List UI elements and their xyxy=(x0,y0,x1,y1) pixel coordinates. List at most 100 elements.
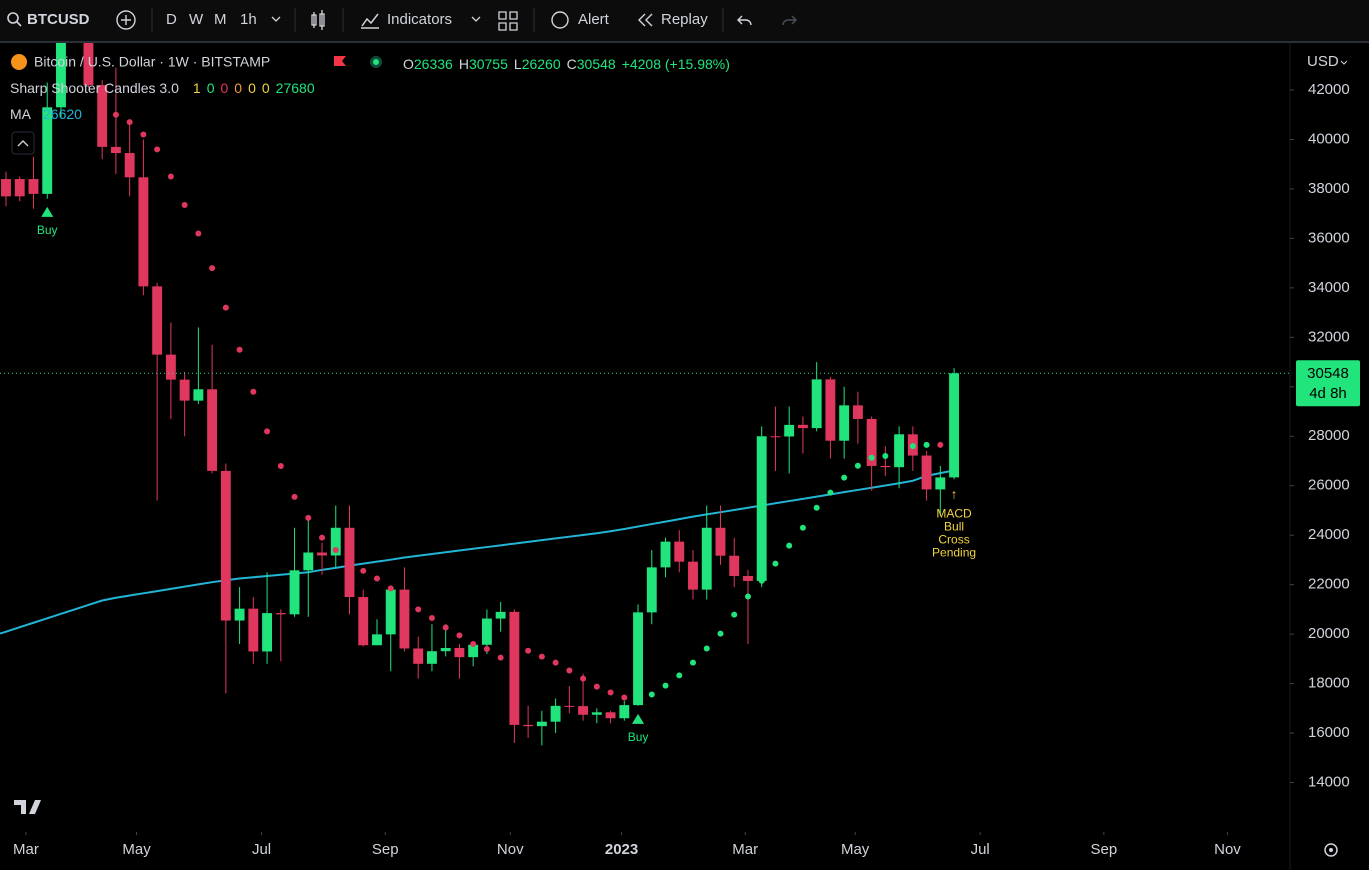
candle-body xyxy=(811,379,822,429)
candle-body xyxy=(179,379,190,401)
candle-body xyxy=(564,705,575,707)
stop-dot xyxy=(373,575,380,582)
candle-body xyxy=(110,146,121,154)
stop-dot xyxy=(319,534,326,541)
interval-button[interactable]: 1h xyxy=(240,11,257,28)
stop-dot xyxy=(909,443,916,450)
indicators-button[interactable]: Indicators xyxy=(387,11,452,28)
replay-button[interactable]: Replay xyxy=(661,11,708,28)
indicator-value: 0 xyxy=(207,80,215,96)
stop-dot xyxy=(854,462,861,469)
candle-body xyxy=(138,177,149,287)
legend: Bitcoin / U.S. Dollar · 1W · BITSTAMP O2… xyxy=(10,54,730,155)
templates-button[interactable] xyxy=(498,11,518,31)
bitcoin-icon xyxy=(11,54,27,70)
annotation-text: Cross xyxy=(938,532,969,546)
candle-body xyxy=(688,561,698,590)
candle-body xyxy=(42,107,53,194)
x-tick-label: Jul xyxy=(252,841,271,858)
indicators-icon xyxy=(361,13,379,29)
candle-body xyxy=(880,465,891,468)
stop-dot xyxy=(415,606,422,613)
stop-dot xyxy=(525,647,532,654)
x-tick-label: Mar xyxy=(13,841,39,858)
ohlc: O26336 H30755 L26260 C30548 +4208 (+15.98%) xyxy=(403,56,730,72)
stop-dot xyxy=(346,556,353,563)
stop-dot xyxy=(456,632,463,639)
stop-dot xyxy=(332,547,339,554)
countdown: 4d 8h xyxy=(1309,385,1347,402)
candle-body xyxy=(509,611,520,725)
collapse-icon xyxy=(17,140,29,147)
price-tag-label: 30548 xyxy=(1307,365,1349,382)
x-tick-label: Sep xyxy=(372,841,399,858)
stop-dot xyxy=(209,265,216,272)
interval-button[interactable]: D xyxy=(166,11,177,28)
interval-menu[interactable] xyxy=(271,16,281,22)
stop-dot xyxy=(703,645,710,652)
flag-icon[interactable] xyxy=(334,56,346,66)
stop-dot xyxy=(222,304,229,311)
ohlc-value: 30755 xyxy=(469,56,508,72)
settings-button[interactable] xyxy=(1324,843,1338,857)
indicator-value: 0 xyxy=(248,80,256,96)
intervals: D W M 1h xyxy=(166,11,257,28)
ohlc-value: 26260 xyxy=(522,56,561,72)
currency[interactable]: USD xyxy=(1307,53,1339,70)
candle-body xyxy=(207,389,218,471)
stop-dot xyxy=(154,146,161,153)
buy-marker xyxy=(41,206,54,217)
compare-button[interactable] xyxy=(116,10,136,30)
candle-body xyxy=(372,634,382,646)
stop-dot xyxy=(99,109,106,116)
search-icon[interactable] xyxy=(7,12,19,24)
stop-dot xyxy=(827,489,834,496)
candle-body xyxy=(591,712,602,715)
undo-button[interactable] xyxy=(737,15,752,26)
stop-dot xyxy=(731,611,738,618)
indicator-value: 0 xyxy=(220,80,228,96)
stop-dot xyxy=(841,474,848,481)
candle-body xyxy=(317,552,327,556)
candle-body xyxy=(770,436,781,438)
ohlc-change: +4208 (+15.98%) xyxy=(622,56,730,72)
stop-dot xyxy=(428,615,435,622)
candle-body xyxy=(550,705,561,722)
stop-dot xyxy=(690,659,697,666)
collapse-legend[interactable] xyxy=(11,131,35,155)
y-tick-label: 36000 xyxy=(1308,229,1350,246)
interval-button[interactable]: W xyxy=(189,11,204,28)
candle-body xyxy=(454,647,465,658)
tv-logo[interactable] xyxy=(14,800,41,814)
stop-dot xyxy=(799,524,806,531)
stop-dot xyxy=(786,542,793,549)
stop-dot xyxy=(387,585,394,592)
y-tick-label: 26000 xyxy=(1308,477,1350,494)
stop-dot xyxy=(236,346,243,353)
alert-button[interactable]: Alert xyxy=(578,11,610,28)
redo-button[interactable] xyxy=(782,15,797,26)
stop-dot xyxy=(291,493,298,500)
candle-body xyxy=(578,706,589,715)
stop-dot xyxy=(140,131,147,138)
x-tick-label: Sep xyxy=(1090,841,1117,858)
candle-body xyxy=(784,424,795,437)
currency-menu xyxy=(1340,60,1348,65)
candle-body xyxy=(165,354,176,380)
stop-dot xyxy=(580,675,587,682)
chart-type-button[interactable] xyxy=(311,10,325,30)
ma-value: 26620 xyxy=(43,106,82,122)
candle-body xyxy=(28,179,39,194)
symbol[interactable]: BTCUSD xyxy=(27,11,90,28)
stop-dot xyxy=(511,642,518,649)
toolbar: BTCUSD D W M 1h Indicators Alert Replay xyxy=(0,0,1369,43)
indicator-value: 0 xyxy=(262,80,270,96)
x-tick-label: Mar xyxy=(732,841,758,858)
interval-button[interactable]: M xyxy=(214,11,227,28)
candle-body xyxy=(660,541,671,568)
y-tick-label: 22000 xyxy=(1308,576,1350,593)
indicators-menu[interactable] xyxy=(471,16,481,22)
candle-body xyxy=(289,570,300,615)
candle-body xyxy=(413,648,424,664)
replay-icon xyxy=(638,13,653,27)
